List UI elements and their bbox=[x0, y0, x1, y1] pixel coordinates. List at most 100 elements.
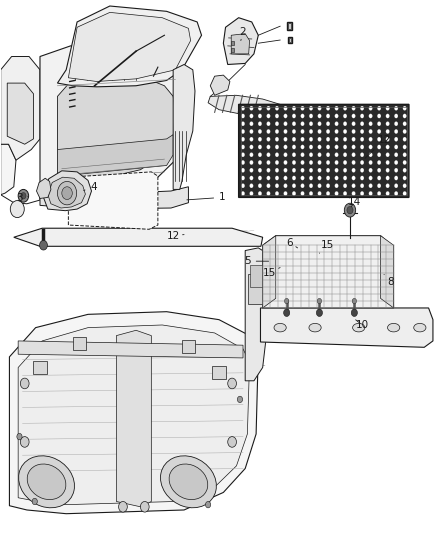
Circle shape bbox=[205, 502, 211, 508]
Circle shape bbox=[301, 122, 304, 126]
Circle shape bbox=[335, 176, 338, 180]
Circle shape bbox=[309, 106, 313, 110]
Circle shape bbox=[292, 152, 296, 157]
Circle shape bbox=[403, 176, 406, 180]
Circle shape bbox=[386, 160, 389, 165]
Circle shape bbox=[378, 191, 381, 196]
Polygon shape bbox=[36, 178, 51, 198]
Circle shape bbox=[17, 433, 22, 440]
Circle shape bbox=[250, 184, 253, 188]
Circle shape bbox=[39, 240, 47, 250]
Circle shape bbox=[241, 184, 245, 188]
Polygon shape bbox=[263, 236, 394, 308]
Text: 1: 1 bbox=[187, 192, 226, 203]
Circle shape bbox=[335, 106, 338, 110]
Polygon shape bbox=[1, 56, 40, 160]
Polygon shape bbox=[57, 135, 173, 188]
Circle shape bbox=[317, 298, 321, 304]
Circle shape bbox=[258, 152, 261, 157]
Circle shape bbox=[275, 137, 279, 141]
Circle shape bbox=[343, 130, 347, 134]
Polygon shape bbox=[40, 44, 188, 194]
Circle shape bbox=[360, 130, 364, 134]
Circle shape bbox=[292, 176, 296, 180]
Circle shape bbox=[369, 160, 372, 165]
Polygon shape bbox=[57, 6, 201, 87]
Circle shape bbox=[352, 176, 355, 180]
Circle shape bbox=[378, 145, 381, 149]
Circle shape bbox=[343, 114, 347, 118]
Circle shape bbox=[378, 114, 381, 118]
Polygon shape bbox=[263, 236, 276, 308]
Circle shape bbox=[378, 168, 381, 172]
Circle shape bbox=[403, 114, 406, 118]
Circle shape bbox=[369, 184, 372, 188]
Circle shape bbox=[394, 152, 398, 157]
Circle shape bbox=[386, 168, 389, 172]
Circle shape bbox=[241, 168, 245, 172]
Circle shape bbox=[386, 114, 389, 118]
Bar bbox=[231, 41, 234, 45]
Circle shape bbox=[326, 106, 330, 110]
Circle shape bbox=[241, 145, 245, 149]
Circle shape bbox=[369, 122, 372, 126]
Circle shape bbox=[352, 184, 355, 188]
Circle shape bbox=[360, 191, 364, 196]
Circle shape bbox=[301, 184, 304, 188]
Circle shape bbox=[275, 176, 279, 180]
Circle shape bbox=[394, 137, 398, 141]
Circle shape bbox=[292, 168, 296, 172]
Circle shape bbox=[275, 122, 279, 126]
Circle shape bbox=[284, 191, 287, 196]
Text: 8: 8 bbox=[384, 274, 393, 287]
Circle shape bbox=[326, 137, 330, 141]
Circle shape bbox=[378, 130, 381, 134]
Circle shape bbox=[309, 114, 313, 118]
Circle shape bbox=[250, 114, 253, 118]
Polygon shape bbox=[288, 23, 291, 29]
Circle shape bbox=[326, 160, 330, 165]
Circle shape bbox=[301, 160, 304, 165]
Circle shape bbox=[403, 191, 406, 196]
Circle shape bbox=[292, 122, 296, 126]
Circle shape bbox=[309, 137, 313, 141]
Circle shape bbox=[326, 122, 330, 126]
Circle shape bbox=[309, 122, 313, 126]
Polygon shape bbox=[289, 38, 291, 42]
Circle shape bbox=[378, 106, 381, 110]
Circle shape bbox=[250, 137, 253, 141]
Circle shape bbox=[241, 137, 245, 141]
Circle shape bbox=[250, 152, 253, 157]
Circle shape bbox=[335, 137, 338, 141]
Polygon shape bbox=[231, 34, 250, 54]
Circle shape bbox=[267, 160, 270, 165]
Circle shape bbox=[326, 168, 330, 172]
Circle shape bbox=[284, 130, 287, 134]
Circle shape bbox=[386, 106, 389, 110]
Circle shape bbox=[267, 106, 270, 110]
Text: 6: 6 bbox=[286, 238, 297, 248]
Circle shape bbox=[258, 184, 261, 188]
Circle shape bbox=[258, 122, 261, 126]
Circle shape bbox=[378, 184, 381, 188]
Circle shape bbox=[386, 130, 389, 134]
Circle shape bbox=[318, 130, 321, 134]
Circle shape bbox=[258, 168, 261, 172]
Circle shape bbox=[258, 137, 261, 141]
Ellipse shape bbox=[353, 324, 365, 332]
Polygon shape bbox=[10, 312, 258, 514]
Circle shape bbox=[326, 191, 330, 196]
Circle shape bbox=[301, 114, 304, 118]
Circle shape bbox=[369, 106, 372, 110]
Circle shape bbox=[335, 184, 338, 188]
Circle shape bbox=[343, 168, 347, 172]
Circle shape bbox=[318, 168, 321, 172]
Circle shape bbox=[241, 152, 245, 157]
Circle shape bbox=[403, 152, 406, 157]
Circle shape bbox=[32, 498, 37, 505]
Ellipse shape bbox=[309, 324, 321, 332]
Circle shape bbox=[360, 114, 364, 118]
Circle shape bbox=[309, 152, 313, 157]
Circle shape bbox=[309, 191, 313, 196]
Text: 15: 15 bbox=[319, 240, 334, 253]
